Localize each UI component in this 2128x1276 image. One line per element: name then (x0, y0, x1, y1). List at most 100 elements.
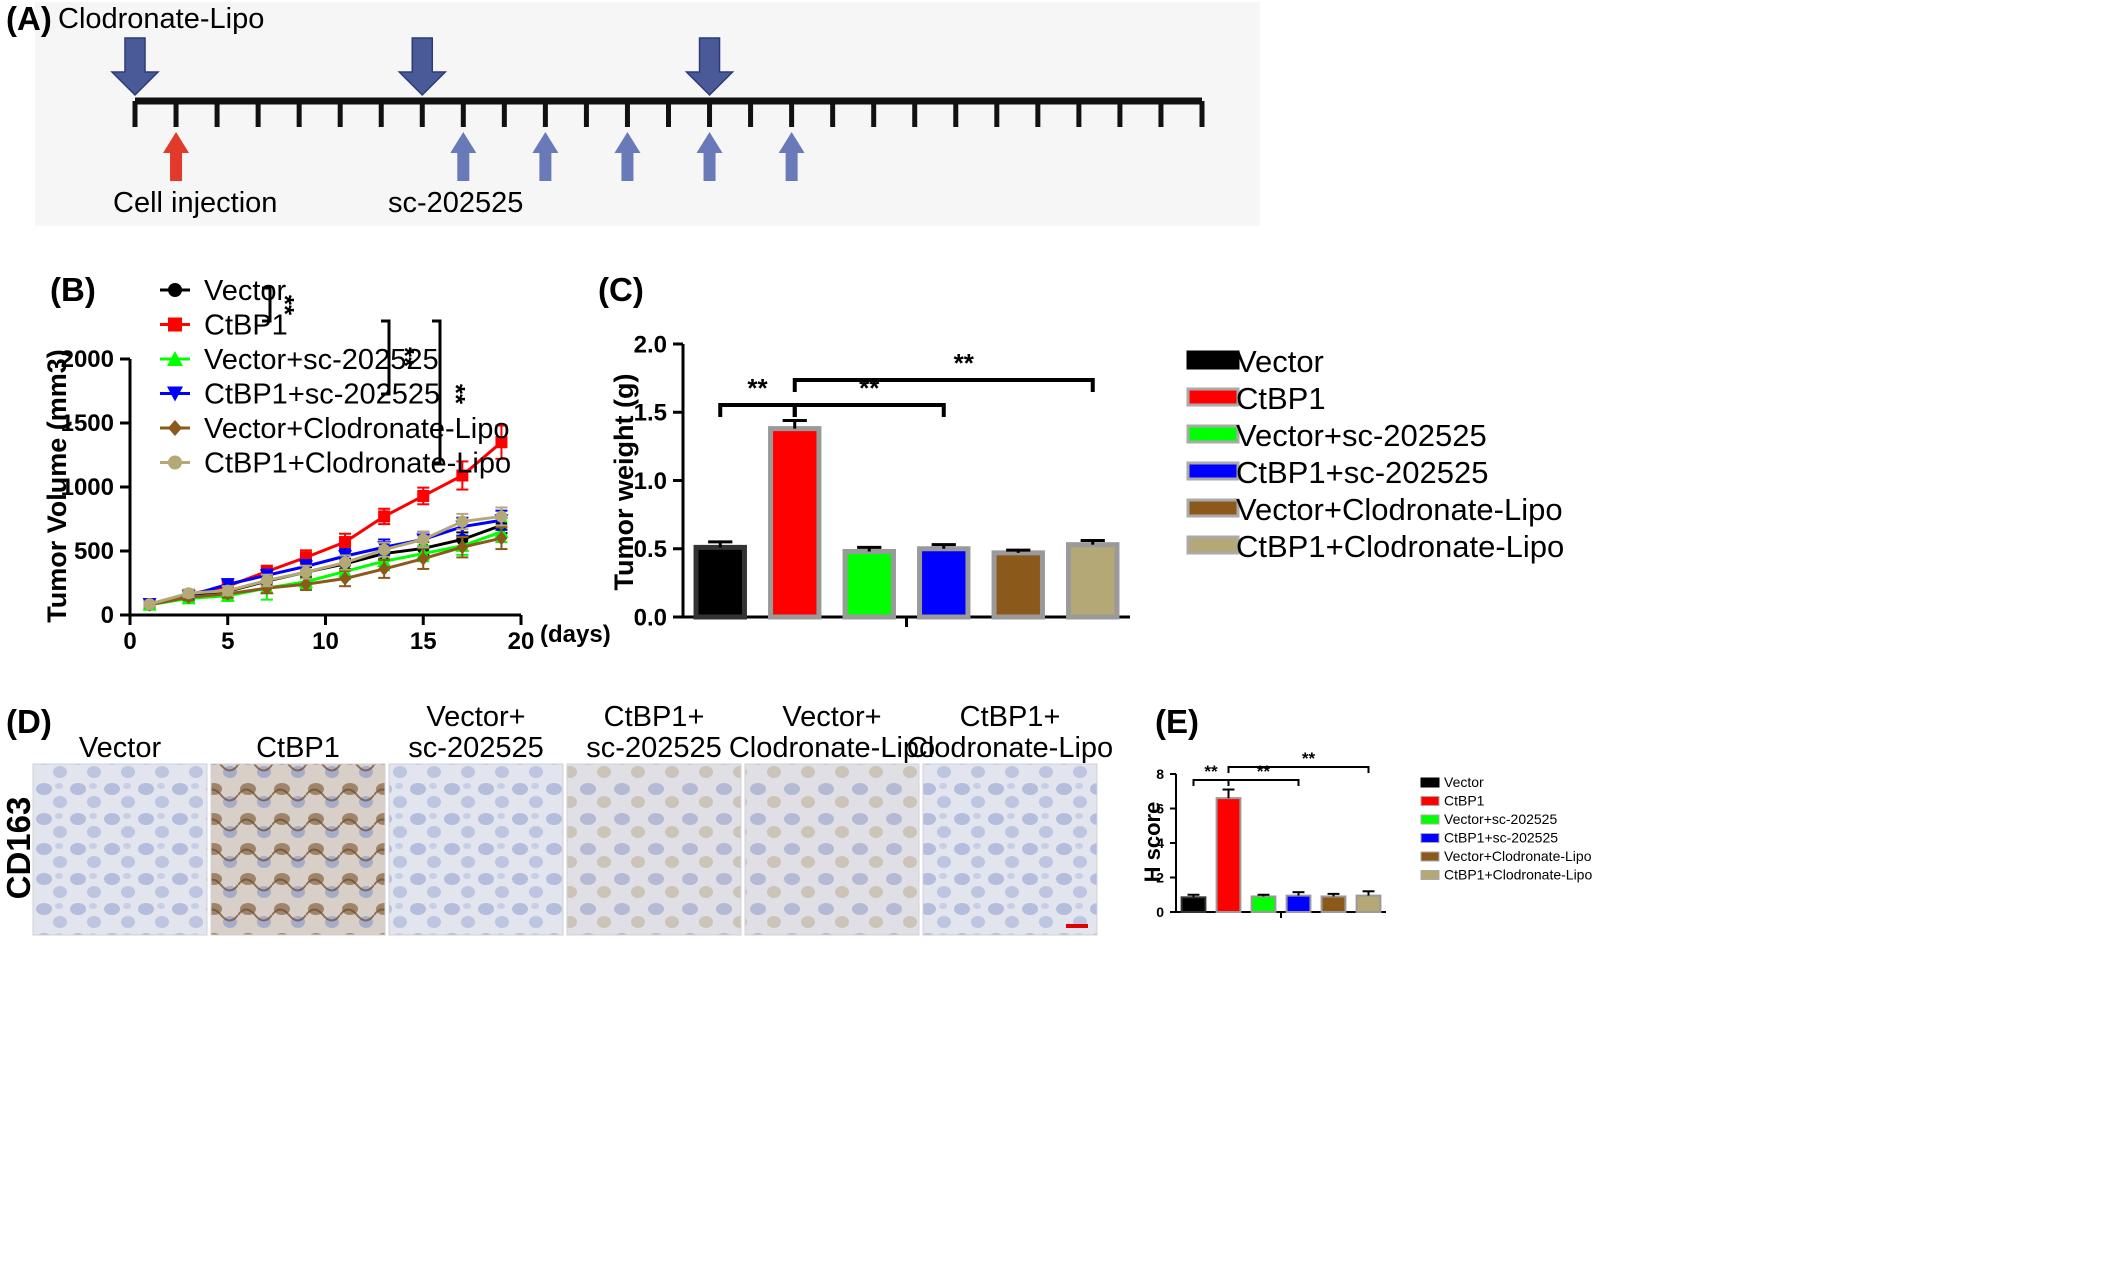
panel-b-point (495, 531, 508, 546)
panel-b-legend-marker (168, 283, 182, 297)
panel-b-series-line (149, 514, 502, 606)
panel-e-sig-stars: ** (1257, 762, 1271, 781)
panel-a-background (35, 2, 1260, 226)
panel-e-label: (E) (1155, 703, 1199, 740)
panel-b-point (456, 469, 469, 482)
ihc-tile-caption: Vector (79, 732, 162, 764)
panel-b-sig-bracket (381, 319, 391, 396)
ihc-tile-caption: Vector+ (782, 701, 881, 733)
panel-c-legend-swatch (1186, 387, 1240, 407)
panel-c-bar (768, 426, 822, 620)
cell-injection-arrow-icon (163, 132, 190, 181)
panel-e-sig-bracket (1227, 779, 1300, 786)
panel-e-ytick-label: 8 (1156, 766, 1164, 782)
sc-202525-arrow-icon (532, 132, 559, 181)
panel-c-legend-label: CtBP1 (1236, 381, 1326, 416)
panel-c-ylabel: Tumor weight (g) (609, 374, 639, 591)
panel-b-series-line (149, 536, 502, 607)
panel-b: (B) Tumor Volume (mm3) (days) 0 500 1000 15… (42, 271, 611, 655)
panel-e-legend-label: CtBP1+Clodronate-Lipo (1444, 867, 1592, 883)
panel-c-ytick-label: 0.0 (634, 604, 667, 631)
panel-b-point (182, 587, 195, 600)
cell-injection-label: Cell injection (113, 187, 277, 219)
panel-c-legend-swatch (1186, 498, 1240, 518)
panel-e-legend-label: CtBP1+sc-202525 (1444, 830, 1558, 846)
panel-b-point (495, 510, 508, 523)
sc-202525-arrow-icon (696, 132, 723, 181)
panel-b-point (417, 489, 430, 502)
ihc-tile-image (744, 763, 920, 936)
panel-d-label: (D) (6, 703, 52, 740)
ihc-tile-image (388, 763, 564, 936)
panel-b-xtick-label: 15 (410, 628, 437, 655)
panel-b-point (417, 533, 430, 546)
panel-b-legend-marker (167, 351, 183, 366)
panel-b-ytick-label: 0 (101, 602, 114, 629)
ihc-tile-caption: Vector+ (426, 701, 525, 733)
panel-e-ylabel: H score (1140, 802, 1165, 883)
panel-b-chart: 0 500 1000 1500 2000 0 5 10 15 20 (61, 346, 535, 655)
panel-b-legend-label: Vector (204, 275, 287, 307)
cd163-row-label: CD163 (0, 797, 37, 900)
panel-e-bar (1285, 894, 1312, 913)
panel-b-sig-stars: ** (270, 295, 300, 316)
ihc-tile-image (210, 763, 386, 936)
panel-b-ylabel: Tumor Volume (mm3) (42, 349, 72, 623)
panel-c-legend-label: CtBP1+Clodronate-Lipo (1236, 529, 1564, 564)
panel-b-legend-marker (167, 386, 183, 402)
panel-b-ytick-label: 2000 (61, 346, 114, 373)
panel-e-sig-stars: ** (1204, 762, 1218, 781)
panel-c-legend-swatch (1186, 461, 1240, 481)
panel-c-sig-stars: ** (954, 348, 975, 378)
ihc-tile-caption: sc-202525 (408, 732, 543, 764)
clodronate-label: Clodronate-Lipo (58, 3, 264, 35)
panel-e-legend-label: Vector+Clodronate-Lipo (1444, 848, 1592, 864)
scale-bar (1066, 924, 1088, 928)
panel-c: (C) Tumor weight (g) 0.0 0.5 1.0 1.5 2.0 ** **… (598, 271, 1564, 631)
panel-b-legend-label: Vector+Clodronate-Lipo (204, 413, 510, 445)
panel-b-legend-marker (168, 455, 182, 470)
panel-e-legend-label: Vector (1444, 774, 1484, 790)
panel-b-legend-label: CtBP1+Clodronate-Lipo (204, 448, 511, 480)
clodronate-arrow-icon (110, 37, 160, 97)
timeline (132, 97, 1205, 127)
panel-b-legend-marker (168, 317, 182, 332)
panel-b-sig-bracket (262, 286, 272, 323)
sc-202525-arrow-icon (450, 132, 477, 181)
panel-e-bar (1250, 895, 1277, 913)
ihc-tile-caption: CtBP1 (256, 732, 340, 764)
panel-a-label: (A) (6, 0, 52, 37)
panel-c-label: (C) (598, 271, 644, 308)
panel-e-legend-label: CtBP1 (1444, 793, 1485, 809)
timeline-arrows (110, 37, 805, 181)
panel-e-bar (1180, 896, 1207, 914)
panel-b-point (143, 598, 156, 611)
ihc-tile-caption: CtBP1+ (604, 701, 705, 733)
panel-e-sig-bracket (1227, 766, 1370, 773)
panel-c-sig-bracket (792, 378, 1095, 392)
sc-202525-label: sc-202525 (388, 187, 523, 219)
panel-e-legend-swatch (1420, 814, 1440, 825)
panel-c-bar (917, 546, 971, 620)
panel-c-ytick-label: 1.0 (634, 468, 667, 495)
ihc-tile-caption: Clodronate-Lipo (729, 732, 935, 764)
panel-e-legend-swatch (1420, 870, 1440, 880)
sc-202525-arrow-icon (614, 132, 641, 181)
panel-c-ytick-label: 1.5 (634, 400, 667, 427)
panel-e-ytick-label: 0 (1156, 904, 1164, 920)
panel-c-legend-label: Vector+sc-202525 (1236, 418, 1487, 453)
panel-e-legend-swatch (1420, 833, 1440, 843)
ihc-tile-image (922, 763, 1098, 936)
panel-c-bar (991, 550, 1045, 620)
panel-c-chart: 0.0 0.5 1.0 1.5 2.0 ** ** ** (634, 331, 1130, 631)
panel-b-label: (B) (50, 271, 96, 308)
panel-b-series (143, 506, 508, 611)
sc-202525-arrow-icon (778, 132, 805, 181)
ihc-tile-caption: CtBP1+ (960, 701, 1061, 733)
panel-c-ytick-label: 2.0 (634, 331, 667, 358)
panel-b-xlabel: (days) (540, 621, 611, 648)
panel-b-point (339, 556, 352, 569)
panel-b-ytick-label: 1500 (61, 410, 114, 437)
panel-c-bar (1066, 542, 1120, 620)
